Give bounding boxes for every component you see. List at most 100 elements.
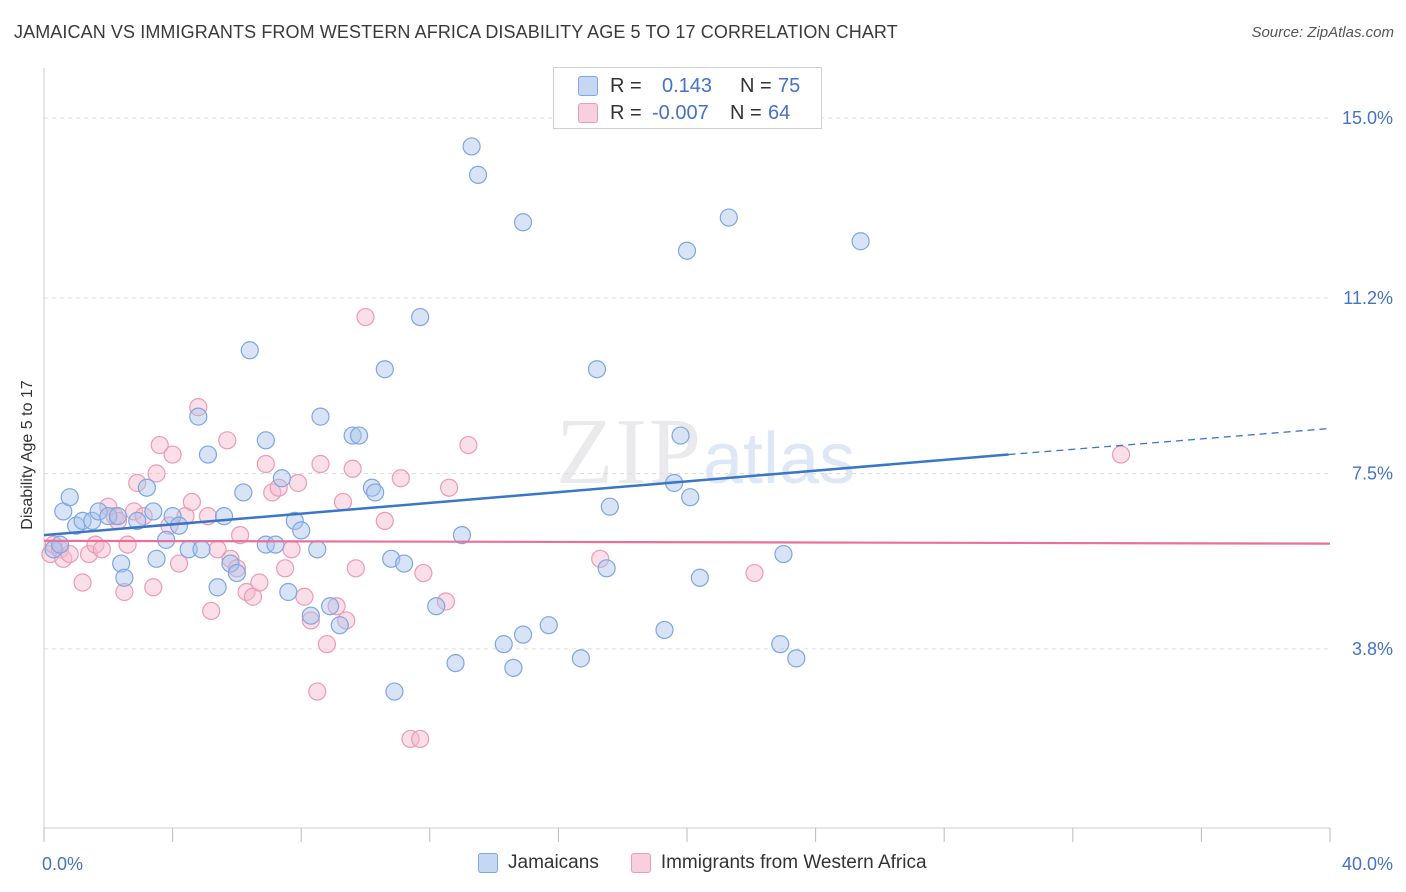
legend-item-jamaicans[interactable]: Jamaicans [478,852,599,874]
data-point-western-africa [436,592,455,611]
data-point-western-africa [218,431,237,450]
legend-r-value: -0.007 [652,101,709,124]
data-point-jamaicans [385,682,404,701]
y-tick-label: 15.0% [1342,108,1393,128]
data-point-western-africa [128,473,147,493]
data-point-jamaicans [771,635,790,654]
data-point-jamaicans [227,563,246,583]
data-point-western-africa [150,435,169,455]
data-point-jamaicans [115,568,134,587]
data-point-jamaicans [108,507,128,526]
data-point-western-africa [311,454,330,474]
data-point-jamaicans [279,582,298,602]
data-point-western-africa [401,729,420,749]
legend-r-value: 0.143 [662,74,713,97]
data-point-jamaicans [266,535,285,554]
watermark-atlas: atlas [703,419,856,499]
data-point-jamaicans [462,137,481,156]
data-point-jamaicans [292,521,311,540]
data-point-western-africa [282,540,301,559]
data-point-jamaicans [234,483,253,502]
y-tick-label: 3.8% [1352,639,1393,659]
data-point-jamaicans [285,511,304,531]
data-point-jamaicans [349,426,369,445]
data-point-jamaicans [137,478,156,497]
data-point-jamaicans [774,544,793,564]
legend-n-label: N = [730,101,762,124]
data-point-jamaicans [221,554,240,573]
trend-line-jamaicans-projection [1008,427,1331,456]
source-label: Source: ZipAtlas.com [1251,24,1394,41]
legend-n-value: 64 [768,101,791,124]
data-point-jamaicans [513,625,533,644]
data-point-jamaicans [587,360,607,379]
data-point-jamaicans [144,502,163,521]
data-point-jamaicans [571,649,591,668]
data-point-jamaicans [308,540,327,559]
data-point-western-africa [308,682,327,701]
data-point-jamaicans [89,502,108,521]
y-tick-label: 11.2% [1343,288,1393,308]
tick-labels: 3.8% 7.5% 11.2% 15.0% 0.0% 40.0% [42,108,1393,874]
data-point-jamaicans [214,507,234,526]
data-point-jamaicans [494,635,513,654]
series-jamaicans-points [44,137,870,701]
data-point-jamaicans [321,597,340,616]
data-point-jamaicans [452,526,472,545]
data-point-jamaicans [539,616,558,635]
correlation-legend: R = 0.143 N = 75 R = -0.007 N = 64 [553,67,822,129]
legend-item-western-africa[interactable]: Immigrants from Western Africa [630,852,927,874]
x-tick-label: 40.0% [1342,854,1393,874]
data-point-jamaicans [427,597,446,616]
data-point-jamaicans [272,469,292,488]
data-point-jamaicans [719,208,738,227]
legend-r-label: R = [610,74,642,97]
data-point-jamaicans [50,535,70,554]
data-point-western-africa [147,464,166,483]
data-point-jamaicans [597,559,616,578]
data-point-jamaicans [851,232,870,251]
data-point-western-africa [591,549,610,568]
data-point-western-africa [391,469,410,488]
data-point-western-africa [202,601,221,621]
series-western-africa-points [41,307,1131,749]
data-point-western-africa [250,573,269,592]
legend-swatch-blue [478,853,498,873]
data-point-western-africa [92,540,111,559]
legend-r-label: R = [610,101,642,124]
data-point-jamaicans [446,653,465,673]
data-point-jamaicans [343,426,362,445]
legend-label-jamaicans: Jamaicans [508,852,599,873]
data-point-western-africa [459,435,478,455]
legend-row-jamaicans: R = 0.143 N = 75 [578,74,800,98]
data-point-jamaicans [681,488,700,507]
data-point-jamaicans [112,554,131,573]
data-point-jamaicans [169,516,189,535]
data-point-jamaicans [189,407,208,426]
data-point-jamaicans [128,511,147,531]
data-point-western-africa [182,492,201,512]
legend-row-western-africa: R = -0.007 N = 64 [578,101,790,125]
data-point-western-africa [288,473,308,493]
data-point-jamaicans [60,488,79,507]
data-point-western-africa [118,535,137,554]
data-point-western-africa [256,454,275,474]
data-point-western-africa [163,445,182,464]
chart-title: JAMAICAN VS IMMIGRANTS FROM WESTERN AFRI… [14,22,898,42]
data-point-western-africa [115,582,134,602]
data-point-jamaicans [375,360,394,379]
data-point-western-africa [269,478,288,497]
data-point-jamaicans [208,578,227,597]
data-point-jamaicans [671,426,690,445]
data-point-western-africa [346,559,365,578]
trend-line-jamaicans [43,453,1009,537]
data-point-jamaicans [677,241,697,260]
legend-n-label: N = [740,74,772,97]
y-tick-label: 7.5% [1352,464,1393,484]
data-point-western-africa [411,729,430,749]
legend-label-western-africa: Immigrants from Western Africa [660,852,927,873]
data-point-western-africa [439,478,459,497]
data-point-jamaicans [787,649,806,668]
data-point-jamaicans [301,606,320,625]
